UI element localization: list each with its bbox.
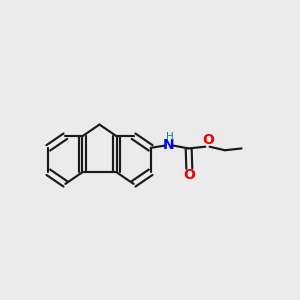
Text: H: H xyxy=(166,132,173,142)
Text: O: O xyxy=(183,168,195,182)
Text: O: O xyxy=(202,133,214,147)
Text: N: N xyxy=(163,139,174,152)
